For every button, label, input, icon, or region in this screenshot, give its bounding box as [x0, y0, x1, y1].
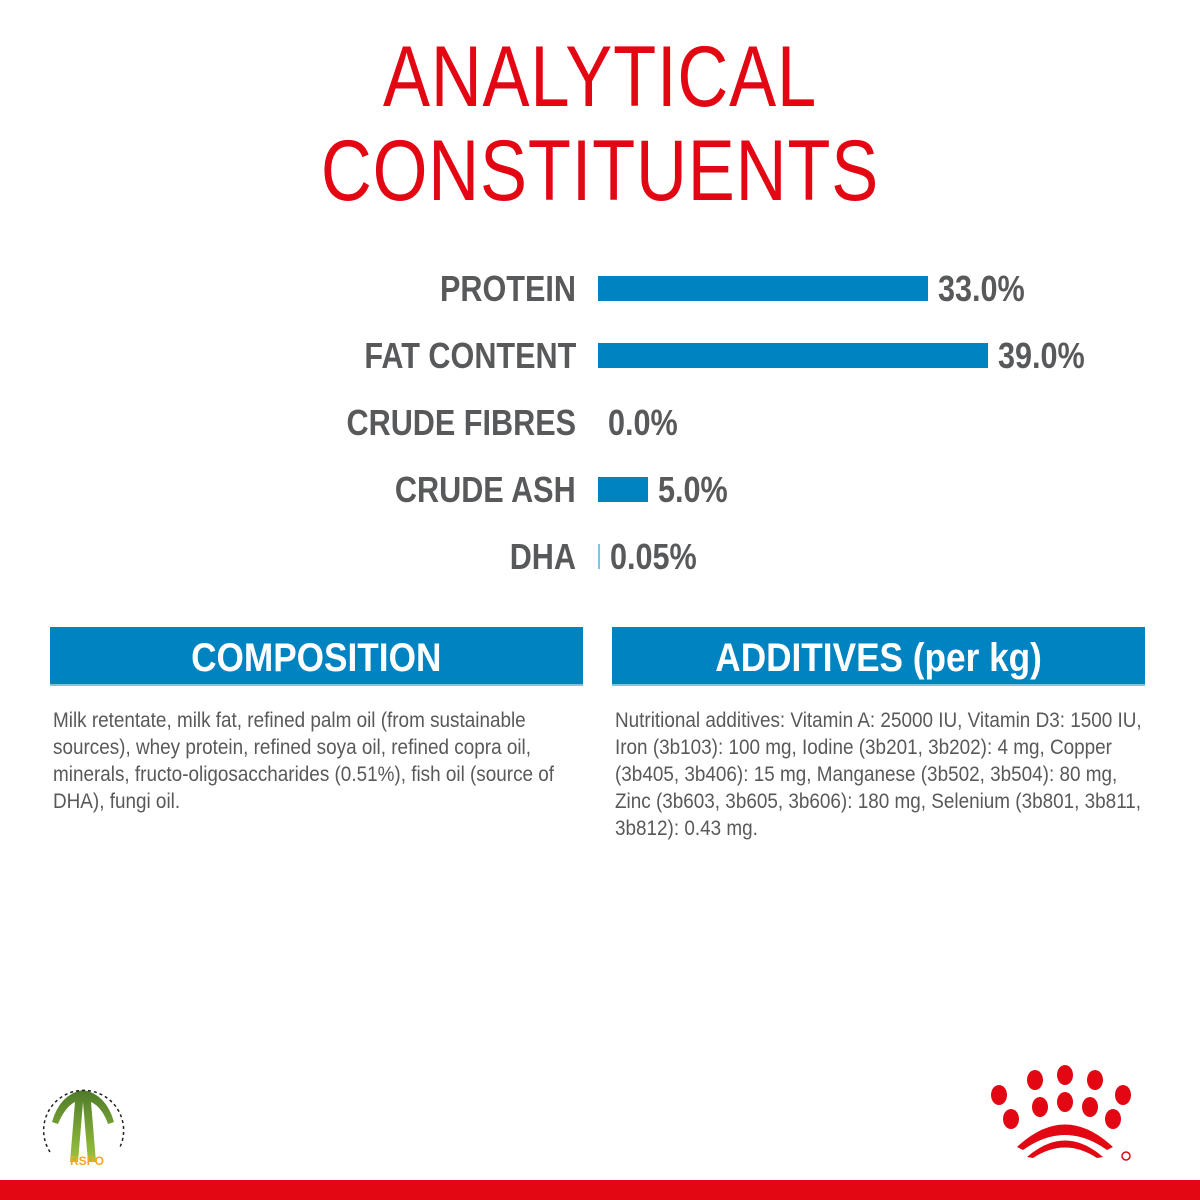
bar: [598, 343, 988, 368]
title-line-1: ANALYTICAL: [382, 29, 818, 125]
value-label: 0.05%: [609, 536, 697, 577]
rspo-logo: RSPO: [42, 1089, 125, 1168]
royal-canin-logo: [991, 1065, 1131, 1161]
bar: [598, 544, 600, 569]
value-label: 39.0%: [998, 335, 1085, 376]
category-label: PROTEIN: [439, 268, 576, 309]
category-label: CRUDE FIBRES: [346, 402, 576, 443]
chart-row: CRUDE ASH 5.0%: [0, 463, 1200, 513]
category-label: CRUDE ASH: [395, 469, 576, 510]
footer-bar: [0, 1180, 1200, 1200]
additives-text: Nutritional additives: Vitamin A: 25000 …: [615, 709, 1142, 840]
value-label: 0.0%: [608, 402, 678, 443]
chart-row: FAT CONTENT 39.0%: [0, 329, 1200, 379]
title-line-2: CONSTITUENTS: [320, 123, 880, 219]
bar: [598, 477, 648, 502]
chart-row: CRUDE FIBRES 0.0%: [0, 396, 1200, 446]
composition-header: COMPOSITION: [50, 627, 583, 686]
svg-text:RSPO: RSPO: [70, 1154, 104, 1168]
bar: [598, 276, 928, 301]
composition-text: Milk retentate, milk fat, refined palm o…: [53, 709, 555, 813]
chart-row: DHA 0.05%: [0, 530, 1200, 580]
category-label: FAT CONTENT: [364, 335, 576, 376]
value-label: 5.0%: [658, 469, 728, 510]
additives-header: ADDITIVES (per kg): [612, 627, 1145, 686]
page-title: ANALYTICAL CONSTITUENTS: [108, 30, 1092, 218]
chart-row: PROTEIN 33.0%: [0, 262, 1200, 312]
value-label: 33.0%: [938, 268, 1025, 309]
category-label: DHA: [509, 536, 576, 577]
